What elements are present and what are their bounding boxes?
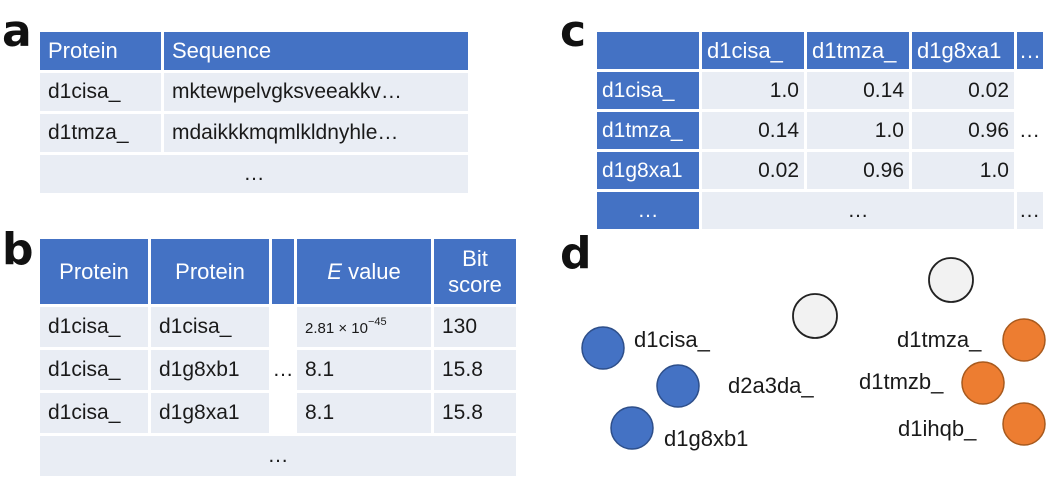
node-orange xyxy=(1002,402,1046,446)
evalue-rest: value xyxy=(341,258,401,284)
matrix-cell: 1.0 xyxy=(912,152,1014,189)
table-row: d1tmza_ mdaikkkmqmlkldnyhle… xyxy=(40,114,468,152)
evalue-base: 8.1 xyxy=(305,401,335,424)
node-label: d1ihqb_ xyxy=(898,416,977,441)
cell-protein-1: d1cisa_ xyxy=(40,350,148,390)
similarity-matrix: d1cisa_ d1tmza_ d1g8xa1 … d1cisa_ 1.0 0.… xyxy=(594,29,1046,232)
matrix-cell: 0.96 xyxy=(912,112,1014,149)
cell-protein: d1cisa_ xyxy=(40,73,161,111)
matrix-ellipsis-row: … … … xyxy=(597,192,1043,229)
matrix-cell: 0.96 xyxy=(807,152,909,189)
header-spacer xyxy=(272,239,294,304)
cell-evalue: 8.1 xyxy=(297,350,431,390)
matrix-row: d1cisa_ 1.0 0.14 0.02 xyxy=(597,72,1043,109)
row-header: d1g8xa1 xyxy=(597,152,699,189)
node-blue xyxy=(581,326,625,370)
panel-letter-d: d xyxy=(560,228,592,279)
table-ellipsis-row: … xyxy=(40,436,516,476)
col-header: d1g8xa1 xyxy=(912,32,1014,69)
alignment-table: Protein Protein E value Bit score d1cisa_… xyxy=(37,236,519,479)
score-label: score xyxy=(448,271,502,297)
cell-evalue: 2.81 × 10−45 xyxy=(297,307,431,347)
ellipsis-cell: … xyxy=(40,436,516,476)
bit-label: Bit xyxy=(462,245,488,271)
matrix-cell: 1.0 xyxy=(807,112,909,149)
node-label: d1tmza_ xyxy=(897,327,982,352)
node-white xyxy=(792,293,838,339)
cell-sequence: mktewpelvgksveeakkv… xyxy=(164,73,468,111)
table-row: d1cisa_ d1g8xb1 8.1 15.8 xyxy=(40,350,516,390)
header-bit-score: Bit score xyxy=(434,239,516,304)
evalue-base: 8.1 xyxy=(305,358,335,381)
node-orange xyxy=(961,361,1005,405)
middle-ellipsis: … xyxy=(272,358,294,381)
node-label: d2a3da_ xyxy=(728,373,814,398)
row-header: d1tmza_ xyxy=(597,112,699,149)
header-protein: Protein xyxy=(40,32,161,70)
matrix-row: d1g8xa1 0.02 0.96 1.0 xyxy=(597,152,1043,189)
cell-protein-1: d1cisa_ xyxy=(40,307,148,347)
matrix-header-row: d1cisa_ d1tmza_ d1g8xa1 … xyxy=(597,32,1043,69)
row-tail: … xyxy=(1019,118,1040,142)
col-header-ellipsis: … xyxy=(1017,32,1043,69)
cell-protein-2: d1g8xb1 xyxy=(151,350,269,390)
evalue-exponent: −45 xyxy=(367,316,387,328)
matrix-ellipsis-tail: … xyxy=(1017,192,1043,229)
node-label: d1cisa_ xyxy=(634,327,711,352)
col-header: d1cisa_ xyxy=(702,32,804,69)
matrix-cell: 0.02 xyxy=(912,72,1014,109)
node-label: d1tmzb_ xyxy=(859,369,944,394)
node-blue xyxy=(610,406,654,450)
matrix-cell: 0.14 xyxy=(807,72,909,109)
cell-bit-score: 130 xyxy=(434,307,516,347)
panel-letter-c: c xyxy=(560,6,587,57)
cell-protein-2: d1g8xa1 xyxy=(151,393,269,433)
header-protein-2: Protein xyxy=(151,239,269,304)
node-blue xyxy=(656,364,700,408)
col-header: d1tmza_ xyxy=(807,32,909,69)
row-header-ellipsis: … xyxy=(597,192,699,229)
panel-letter-b: b xyxy=(2,224,34,275)
cell-protein: d1tmza_ xyxy=(40,114,161,152)
table-row: d1cisa_ d1cisa_ … 2.81 × 10−45 130 xyxy=(40,307,516,381)
evalue-italic: E xyxy=(327,258,342,284)
matrix-cell: 0.14 xyxy=(702,112,804,149)
header-protein-1: Protein xyxy=(40,239,148,304)
panel-letter-a: a xyxy=(2,6,32,57)
cell-sequence: mdaikkkmqmlkldnyhle… xyxy=(164,114,468,152)
cell-bit-score: 15.8 xyxy=(434,350,516,390)
matrix-row: d1tmza_ 0.14 1.0 0.96 … xyxy=(597,112,1043,149)
cell-bit-score: 15.8 xyxy=(434,393,516,433)
cell-protein-1: d1cisa_ xyxy=(40,393,148,433)
cell-evalue: 8.1 xyxy=(297,393,431,433)
table-header-row: Protein Sequence xyxy=(40,32,468,70)
table-header-row: Protein Protein E value Bit score xyxy=(40,239,516,304)
ellipsis-cell: … xyxy=(40,155,468,193)
node-label: d1g8xb1 xyxy=(664,426,748,451)
cell-protein-2: d1cisa_ xyxy=(151,307,269,347)
matrix-corner xyxy=(597,32,699,69)
row-header: d1cisa_ xyxy=(597,72,699,109)
header-sequence: Sequence xyxy=(164,32,468,70)
sequence-table: Protein Sequence d1cisa_ mktewpelvgksvee… xyxy=(37,29,471,196)
evalue-base: 2.81 × 10 xyxy=(305,320,368,337)
node-orange xyxy=(1002,318,1046,362)
matrix-cell: 1.0 xyxy=(702,72,804,109)
table-row: d1cisa_ d1g8xa1 8.1 15.8 xyxy=(40,393,516,433)
table-row: d1cisa_ mktewpelvgksveeakkv… xyxy=(40,73,468,111)
header-evalue: E value xyxy=(297,239,431,304)
node-white xyxy=(928,257,974,303)
matrix-ellipsis: … xyxy=(702,192,1014,229)
matrix-cell: 0.02 xyxy=(702,152,804,189)
table-ellipsis-row: … xyxy=(40,155,468,193)
